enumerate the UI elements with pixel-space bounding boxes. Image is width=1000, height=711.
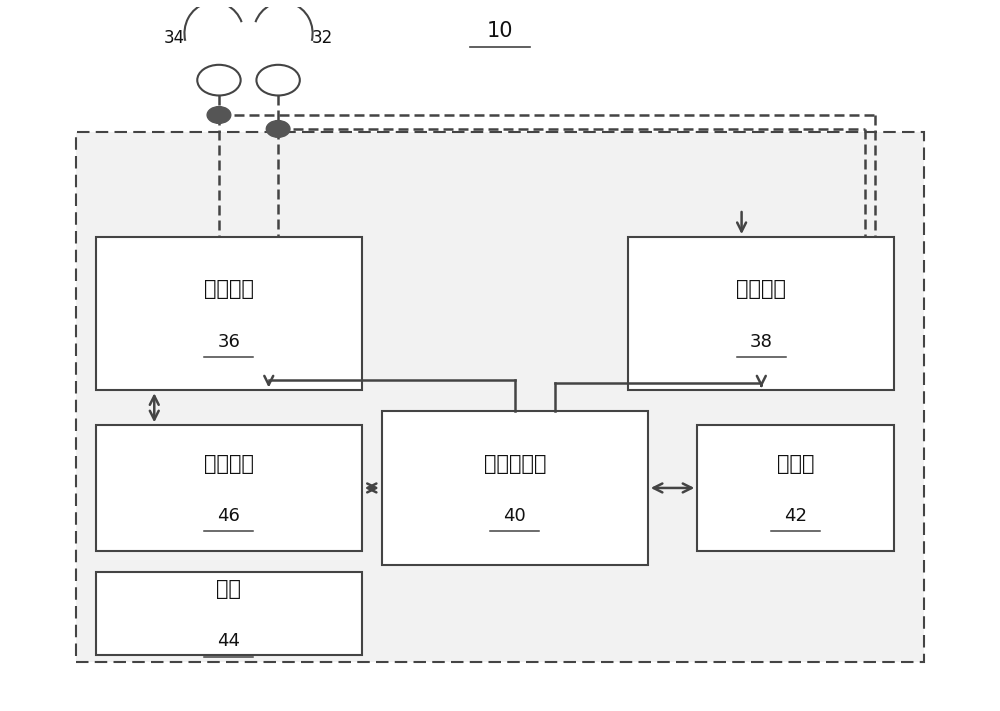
- Bar: [96, 572, 362, 656]
- Text: 36: 36: [217, 333, 240, 351]
- Text: 34: 34: [164, 29, 185, 48]
- Circle shape: [256, 65, 300, 95]
- Text: 32: 32: [312, 29, 333, 48]
- Text: 电源: 电源: [216, 579, 241, 599]
- Bar: [628, 237, 894, 390]
- Bar: [96, 425, 362, 551]
- Circle shape: [266, 121, 290, 137]
- Text: 46: 46: [217, 507, 240, 525]
- Text: 处理和控制: 处理和控制: [484, 454, 546, 474]
- Text: 通信模块: 通信模块: [204, 454, 254, 474]
- Text: 38: 38: [750, 333, 773, 351]
- Text: 42: 42: [784, 507, 807, 525]
- Circle shape: [207, 107, 231, 124]
- Text: 治疗递送: 治疗递送: [736, 279, 786, 299]
- Text: 44: 44: [217, 632, 240, 651]
- Text: 40: 40: [503, 507, 526, 525]
- Text: 存储器: 存储器: [777, 454, 815, 474]
- Bar: [382, 411, 648, 565]
- Text: 感测模块: 感测模块: [204, 279, 254, 299]
- Bar: [697, 425, 894, 551]
- Bar: [96, 237, 362, 390]
- Circle shape: [197, 65, 241, 95]
- Bar: [76, 132, 924, 662]
- Text: 10: 10: [487, 21, 513, 41]
